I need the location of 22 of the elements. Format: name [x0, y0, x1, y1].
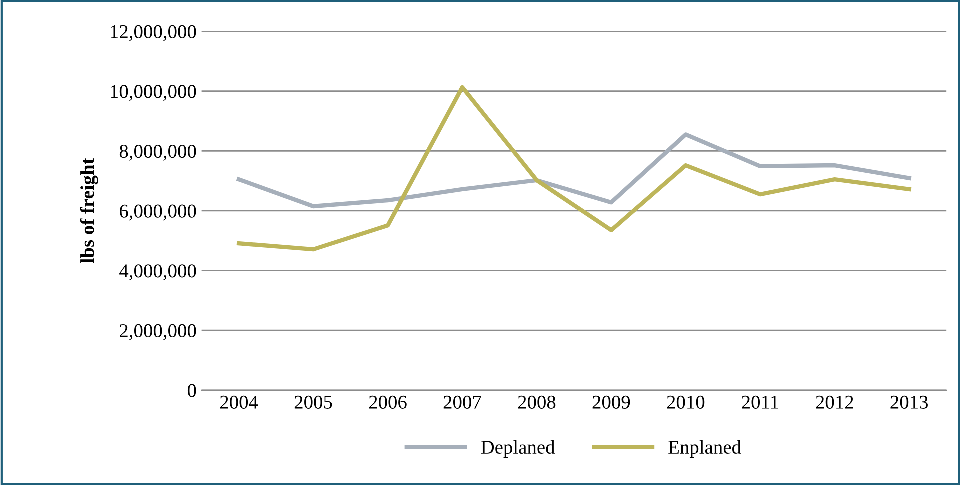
x-tick-label: 2008 — [518, 396, 556, 409]
y-tick-label: 10,000,000 — [111, 85, 196, 102]
x-tick-label: 2013 — [890, 396, 928, 409]
y-axis-title: lbs of freight — [80, 158, 98, 264]
x-tick-label: 2011 — [742, 396, 778, 409]
legend-label: Enplaned — [668, 440, 742, 458]
y-tick-label: 0 — [188, 384, 196, 398]
line-series — [236, 132, 912, 209]
y-tick-label: 4,000,000 — [120, 264, 196, 281]
x-tick-label: 2004 — [220, 396, 258, 409]
y-tick-label: 6,000,000 — [120, 204, 196, 221]
x-tick-label: 2010 — [667, 396, 705, 409]
legend-label: Deplaned — [481, 440, 556, 458]
line-series — [236, 85, 912, 252]
x-tick-label: 2007 — [444, 396, 482, 409]
y-tick-label: 2,000,000 — [120, 324, 196, 340]
y-tick-label: 8,000,000 — [120, 144, 196, 161]
x-tick-label: 2005 — [294, 396, 332, 409]
x-tick-label: 2006 — [369, 396, 407, 409]
x-tick-label: 2009 — [592, 396, 630, 409]
y-tick-label: 12,000,000 — [111, 25, 196, 42]
x-tick-label: 2012 — [816, 396, 854, 409]
